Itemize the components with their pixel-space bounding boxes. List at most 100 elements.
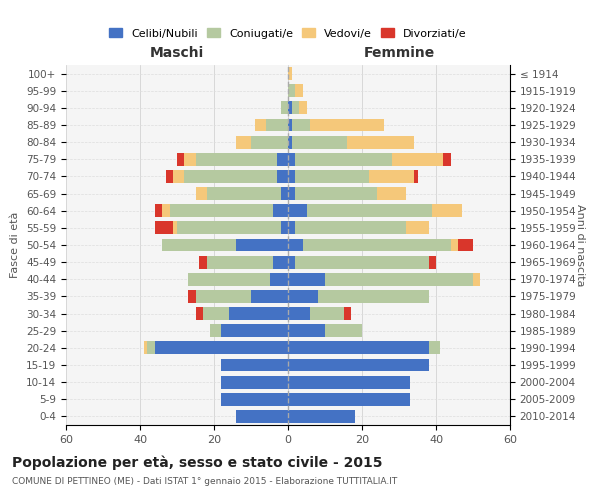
Bar xyxy=(295,84,303,97)
Bar xyxy=(229,307,288,320)
Bar xyxy=(310,118,384,132)
Bar xyxy=(473,273,481,285)
Bar xyxy=(199,256,206,268)
Text: Femmine: Femmine xyxy=(364,46,434,60)
Bar xyxy=(292,102,299,114)
Bar xyxy=(288,153,295,166)
Bar xyxy=(303,238,451,252)
Bar xyxy=(166,170,173,183)
Bar xyxy=(155,222,173,234)
Bar xyxy=(325,324,362,337)
Text: Maschi: Maschi xyxy=(150,46,204,60)
Bar xyxy=(458,238,473,252)
Bar xyxy=(392,153,443,166)
Bar xyxy=(288,136,292,148)
Bar xyxy=(292,118,310,132)
Bar xyxy=(288,376,410,388)
Bar xyxy=(317,290,428,303)
Bar xyxy=(162,204,170,217)
Bar xyxy=(236,136,251,148)
Bar xyxy=(295,187,377,200)
Bar xyxy=(288,84,295,97)
Bar xyxy=(288,102,292,114)
Y-axis label: Fasce di età: Fasce di età xyxy=(10,212,20,278)
Bar xyxy=(221,376,288,388)
Bar xyxy=(236,238,288,252)
Bar xyxy=(251,136,288,148)
Bar xyxy=(196,153,277,166)
Bar xyxy=(273,204,288,217)
Bar xyxy=(428,256,436,268)
Bar xyxy=(443,153,451,166)
Bar xyxy=(288,187,295,200)
Y-axis label: Anni di nascita: Anni di nascita xyxy=(575,204,585,286)
Bar xyxy=(148,342,155,354)
Bar xyxy=(288,238,303,252)
Bar xyxy=(307,204,432,217)
Text: COMUNE DI PETTINEO (ME) - Dati ISTAT 1° gennaio 2015 - Elaborazione TUTTITALIA.I: COMUNE DI PETTINEO (ME) - Dati ISTAT 1° … xyxy=(12,476,397,486)
Bar xyxy=(206,256,273,268)
Bar xyxy=(347,136,414,148)
Bar xyxy=(184,153,196,166)
Bar xyxy=(251,290,288,303)
Bar xyxy=(266,118,288,132)
Bar xyxy=(288,307,310,320)
Bar xyxy=(188,290,196,303)
Bar xyxy=(288,290,317,303)
Bar xyxy=(281,222,288,234)
Bar xyxy=(295,222,406,234)
Bar xyxy=(184,170,277,183)
Bar xyxy=(406,222,428,234)
Bar xyxy=(288,358,428,372)
Bar xyxy=(428,342,440,354)
Bar xyxy=(295,256,428,268)
Bar xyxy=(236,410,288,423)
Bar xyxy=(370,170,414,183)
Bar xyxy=(281,187,288,200)
Bar xyxy=(451,238,458,252)
Bar xyxy=(343,307,351,320)
Bar xyxy=(221,393,288,406)
Bar xyxy=(173,170,184,183)
Bar xyxy=(277,170,288,183)
Bar xyxy=(211,324,221,337)
Bar xyxy=(295,170,370,183)
Bar xyxy=(155,342,288,354)
Bar xyxy=(292,136,347,148)
Bar xyxy=(377,187,406,200)
Bar xyxy=(325,273,473,285)
Bar xyxy=(273,256,288,268)
Bar xyxy=(432,204,462,217)
Bar xyxy=(310,307,343,320)
Bar xyxy=(288,222,295,234)
Bar xyxy=(281,102,288,114)
Bar xyxy=(288,342,428,354)
Bar xyxy=(288,170,295,183)
Bar xyxy=(288,67,292,80)
Bar xyxy=(288,256,295,268)
Bar xyxy=(277,153,288,166)
Bar xyxy=(288,324,325,337)
Bar xyxy=(269,273,288,285)
Bar xyxy=(196,290,251,303)
Bar xyxy=(288,410,355,423)
Bar xyxy=(288,118,292,132)
Legend: Celibi/Nubili, Coniugati/e, Vedovi/e, Divorziati/e: Celibi/Nubili, Coniugati/e, Vedovi/e, Di… xyxy=(105,24,471,43)
Bar xyxy=(255,118,266,132)
Text: Popolazione per età, sesso e stato civile - 2015: Popolazione per età, sesso e stato civil… xyxy=(12,455,383,469)
Bar xyxy=(299,102,307,114)
Bar xyxy=(173,222,177,234)
Bar xyxy=(188,273,269,285)
Bar xyxy=(177,222,281,234)
Bar xyxy=(206,187,281,200)
Bar xyxy=(295,153,392,166)
Bar xyxy=(414,170,418,183)
Bar xyxy=(196,307,203,320)
Bar xyxy=(196,187,206,200)
Bar xyxy=(144,342,148,354)
Bar xyxy=(221,358,288,372)
Bar xyxy=(288,204,307,217)
Bar xyxy=(155,204,162,217)
Bar xyxy=(221,324,288,337)
Bar xyxy=(288,273,325,285)
